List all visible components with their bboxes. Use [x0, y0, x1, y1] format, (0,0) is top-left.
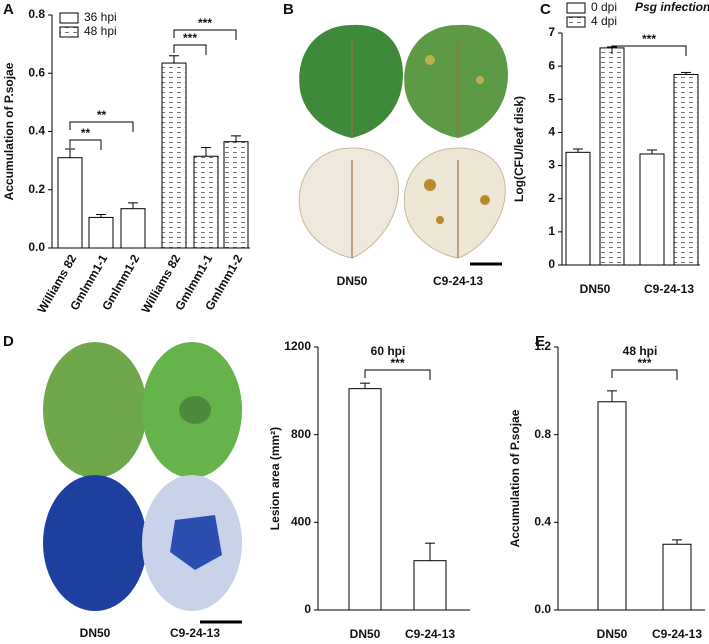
legend-swatch — [59, 26, 79, 38]
significance-bracket — [364, 369, 431, 380]
y-axis-label: Lesion area (mm²) — [268, 427, 282, 530]
x-tick-label: C9-24-13 — [644, 282, 694, 296]
x-tick-label: DN50 — [597, 627, 628, 641]
y-tick-label: 0.0 — [28, 240, 45, 254]
y-tick-label: 7 — [548, 25, 555, 39]
significance-label: ** — [81, 126, 91, 140]
y-tick-label: 1.2 — [534, 339, 551, 353]
y-tick-label: 3 — [548, 158, 555, 172]
significance-label: ** — [97, 108, 107, 122]
legend-label: 4 dpi — [591, 14, 617, 28]
bar — [639, 153, 665, 266]
x-tick-label: DN50 — [350, 627, 381, 641]
significance-bracket — [611, 45, 687, 56]
y-tick-label: 800 — [291, 427, 311, 441]
y-axis-label: Log(CFU/leaf disk) — [512, 96, 526, 202]
significance-bracket — [69, 121, 134, 132]
panel-label: A — [3, 1, 14, 18]
significance-label: *** — [637, 356, 651, 370]
panel-label: D — [3, 333, 14, 350]
significance-bracket — [173, 44, 207, 55]
panel-label: B — [283, 1, 294, 18]
x-tick-label: C9-24-13 — [652, 627, 702, 641]
legend-swatch — [59, 12, 79, 24]
significance-label: *** — [390, 356, 404, 370]
y-tick-label: 0.6 — [28, 65, 45, 79]
y-tick-label: 0.0 — [534, 602, 551, 616]
y-tick-label: 6 — [548, 58, 555, 72]
bar — [599, 47, 625, 266]
y-tick-label: 0.4 — [534, 515, 551, 529]
bar — [413, 560, 447, 611]
photo-label: DN50 — [80, 626, 111, 640]
chart-title: 48 hpi — [623, 344, 658, 358]
y-tick-label: 1 — [548, 224, 555, 238]
legend-label: 48 hpi — [84, 24, 117, 38]
y-tick-label: 0.4 — [28, 124, 45, 138]
photo-b — [298, 24, 508, 266]
y-axis-label: Accumulation of P.sojae — [2, 62, 16, 200]
bar — [673, 73, 699, 266]
y-tick-label: 0 — [548, 257, 555, 271]
bar — [348, 388, 382, 611]
y-tick-label: 5 — [548, 91, 555, 105]
legend-swatch — [566, 16, 586, 28]
y-tick-label: 2 — [548, 191, 555, 205]
y-tick-label: 0.8 — [28, 7, 45, 21]
legend-title: Psg infection — [635, 0, 709, 14]
photo-label: DN50 — [337, 274, 368, 288]
photo-d — [43, 342, 242, 624]
legend-swatch — [566, 2, 586, 14]
y-tick-label: 400 — [291, 515, 311, 529]
panel-label: C — [540, 1, 551, 18]
bar — [597, 401, 627, 611]
significance-label: *** — [198, 16, 212, 30]
legend-label: 36 hpi — [84, 10, 117, 24]
significance-bracket — [69, 139, 102, 150]
y-tick-label: 4 — [548, 125, 555, 139]
bar — [120, 208, 146, 249]
significance-label: *** — [642, 32, 656, 46]
y-tick-label: 1200 — [284, 339, 311, 353]
y-tick-label: 0.2 — [28, 182, 45, 196]
bar — [193, 155, 219, 249]
bar — [565, 151, 591, 266]
y-axis-label: Accumulation of P.sojae — [508, 409, 522, 547]
bar — [223, 141, 249, 249]
y-tick-label: 0.8 — [534, 427, 551, 441]
significance-bracket — [173, 29, 237, 40]
x-tick-label: DN50 — [580, 282, 611, 296]
chart-title: 60 hpi — [371, 344, 406, 358]
x-tick-label: C9-24-13 — [405, 627, 455, 641]
bar — [88, 216, 114, 249]
bar — [57, 157, 83, 249]
bar — [161, 62, 187, 249]
significance-bracket — [611, 369, 678, 380]
legend-label: 0 dpi — [591, 0, 617, 14]
significance-label: *** — [183, 31, 197, 45]
panel-label: E — [535, 333, 545, 350]
photo-label: C9-24-13 — [433, 274, 483, 288]
y-tick-label: 0 — [304, 602, 311, 616]
photo-label: C9-24-13 — [170, 626, 220, 640]
bar — [662, 543, 692, 611]
